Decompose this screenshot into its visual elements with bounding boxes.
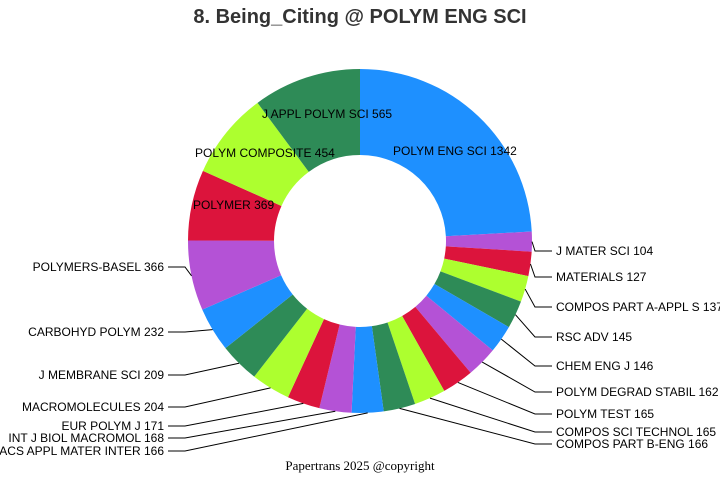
label-macromolecules: MACROMOLECULES 204 [22,400,164,414]
chart-title: 8. Being_Citing @ POLYM ENG SCI [193,6,527,28]
slice-rsc-adv [434,271,521,328]
leader-lines [168,241,552,452]
slice-carbohyd-polym [202,275,293,349]
slice-compos-sci-technol [387,315,445,404]
label-rsc-adv: RSC ADV 145 [556,330,632,344]
label-compos-part-b-eng: COMPOS PART B-ENG 166 [556,437,708,451]
label-eur-polym-j: EUR POLYM J 171 [62,419,165,433]
leader-polymers-basel [168,266,192,277]
slice-int-j-biol-macromol [319,324,356,413]
label-polym-test: POLYM TEST 165 [556,407,654,421]
slice-chem-eng-j [426,284,509,351]
label-j-membrane-sci: J MEMBRANE SCI 209 [39,368,165,382]
leader-acs-appl-mater-inter [168,412,368,452]
label-j-mater-sci: J MATER SCI 104 [556,244,653,258]
label-carbohyd-polym: CARBOHYD POLYM 232 [28,325,164,339]
slice-polym-degrad-stabil [415,295,493,373]
leader-int-j-biol-macromol [168,410,336,439]
leader-rsc-adv [515,314,552,338]
leader-compos-part-a-appl-s [524,288,552,308]
slice-compos-part-a-appl-s [440,258,529,302]
leader-j-membrane-sci [168,362,240,376]
slice-compos-part-b-eng [371,322,416,412]
leader-j-mater-sci [531,241,552,252]
label-acs-appl-mater-inter: ACS APPL MATER INTER 166 [0,444,164,458]
donut-slices [187,69,532,413]
slice-polym-composite [202,102,309,206]
slice-labels: POLYM ENG SCI 1342 J MATER SCI 104 MATERIA… [0,107,720,458]
label-polymers-basel: POLYMERS-BASEL 366 [33,260,165,274]
leader-compos-part-b-eng [399,407,552,445]
slice-materials [444,246,532,277]
label-materials: MATERIALS 127 [556,270,647,284]
leader-macromolecules [168,387,271,408]
label-chem-eng-j: CHEM ENG J 146 [556,359,654,373]
label-j-appl-polym-sci: J APPL POLYM SCI 565 [262,107,392,121]
label-polym-composite: POLYM COMPOSITE 454 [195,146,335,160]
slice-polym-test [402,306,471,391]
copyright-footer: Papertrans 2025 @copyright [285,458,435,473]
label-polymer: POLYMER 369 [193,198,274,212]
slice-macromolecules [254,308,324,398]
slice-polymer [188,170,282,241]
slice-j-appl-polym-sci [257,69,360,172]
leader-eur-polym-j [168,402,304,427]
slice-eur-polym-j [287,319,340,409]
label-compos-sci-technol: COMPOS SCI TECHNOL 165 [556,425,716,439]
slice-j-mater-sci [445,231,532,252]
slice-polymers-basel [187,240,282,310]
label-polym-degrad-stabil: POLYM DEGRAD STABIL 162 [556,385,719,399]
slice-acs-appl-mater-inter [351,326,384,413]
leader-compos-sci-technol [429,397,552,433]
label-polym-eng-sci: POLYM ENG SCI 1342 [393,144,517,158]
leader-polym-degrad-stabil [481,361,552,393]
slice-j-membrane-sci [225,294,308,377]
leader-materials [529,263,552,278]
leader-chem-eng-j [500,338,552,367]
label-int-j-biol-macromol: INT J BIOL MACROMOL 168 [8,431,164,445]
leader-polym-test [457,381,552,415]
leader-carbohyd-polym [168,329,213,333]
label-compos-part-a-appl-s: COMPOS PART A-APPL S 137 [556,300,720,314]
slice-polym-eng-sci [360,69,532,237]
